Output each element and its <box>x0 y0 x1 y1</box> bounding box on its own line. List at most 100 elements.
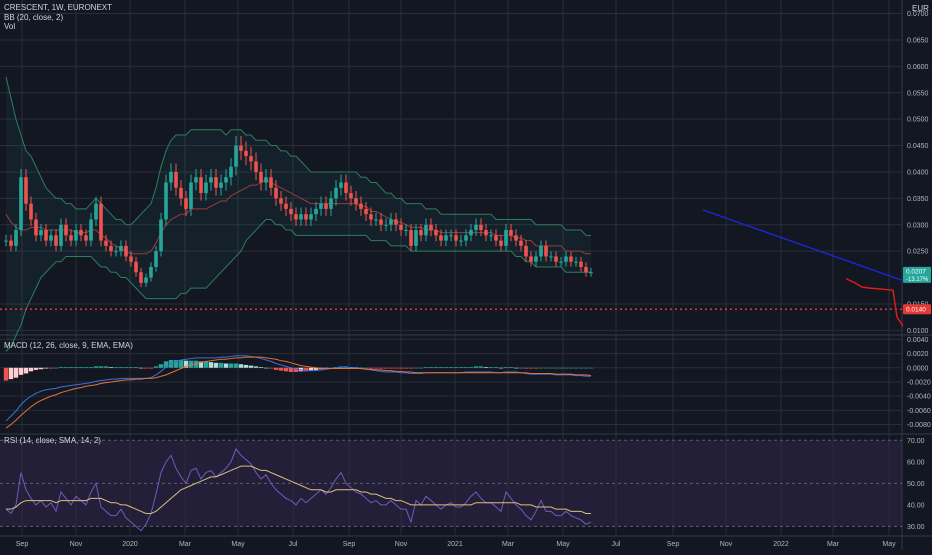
macd-hist-113 <box>568 367 574 369</box>
price-tick-11: 0.0100 <box>907 328 929 335</box>
candle-96 <box>484 230 488 236</box>
macd-hist-54 <box>273 367 279 370</box>
macd-hist-53 <box>268 367 274 369</box>
macd-hist-98 <box>493 367 499 368</box>
macd-hist-88 <box>443 367 449 368</box>
macd-hist-52 <box>263 367 269 369</box>
candle-24 <box>124 245 128 257</box>
macd-hist-94 <box>473 366 479 368</box>
candle-17 <box>89 219 93 241</box>
candle-101 <box>509 230 513 236</box>
candle-90 <box>454 235 458 241</box>
candle-37 <box>189 182 193 209</box>
candle-54 <box>274 187 278 199</box>
candle-23 <box>119 245 123 252</box>
time-tick-1: Nov <box>70 541 83 548</box>
candles <box>4 136 593 287</box>
macd-hist-73 <box>368 367 374 369</box>
rsi-pane <box>0 439 902 532</box>
candle-34 <box>174 171 178 188</box>
price-tick-2: 0.0600 <box>907 64 929 71</box>
candle-47 <box>239 145 243 151</box>
candle-72 <box>364 208 368 215</box>
macd-hist-100 <box>503 367 509 368</box>
bb-legend[interactable]: BB (20, close, 2) <box>4 13 65 22</box>
macd-hist-92 <box>463 367 469 368</box>
price-tick-5: 0.0450 <box>907 143 929 150</box>
macd-hist-85 <box>428 367 434 368</box>
macd-hist-38 <box>193 360 199 368</box>
candle-84 <box>424 224 428 236</box>
candle-45 <box>229 166 233 178</box>
macd-hist-115 <box>578 367 584 369</box>
macd-hist-11 <box>58 367 64 368</box>
candle-114 <box>574 261 578 263</box>
candle-20 <box>104 240 108 246</box>
candle-12 <box>64 224 68 236</box>
vol-legend[interactable]: Vol <box>4 22 17 31</box>
candle-67 <box>339 182 343 188</box>
candle-113 <box>569 256 573 262</box>
macd-hist-93 <box>468 367 474 368</box>
candle-13 <box>69 235 73 241</box>
macd-hist-82 <box>413 367 419 369</box>
candle-100 <box>504 230 508 246</box>
candle-110 <box>554 256 558 262</box>
time-tick-5: Jul <box>289 541 298 548</box>
macd-hist-30 <box>153 366 159 368</box>
macd-hist-76 <box>383 367 389 369</box>
macd-hist-13 <box>68 367 74 368</box>
macd-hist-27 <box>138 367 144 369</box>
support-price-tag <box>903 304 931 315</box>
macd-hist-10 <box>53 367 59 369</box>
candle-22 <box>114 251 118 253</box>
candle-28 <box>144 277 148 283</box>
symbol-title[interactable]: CRESCENT, 1W, EURONEXT <box>4 3 113 12</box>
macd-hist-20 <box>103 366 109 368</box>
candle-21 <box>109 245 113 252</box>
candle-111 <box>559 261 563 263</box>
macd-hist-90 <box>453 367 459 368</box>
candle-80 <box>404 230 408 232</box>
candle-29 <box>149 267 153 278</box>
candle-32 <box>164 182 168 220</box>
bb-label: BB (20, close, 2) <box>4 13 64 22</box>
macd-hist-48 <box>243 364 249 368</box>
time-tick-12: Sep <box>667 541 680 548</box>
macd-hist-21 <box>108 367 114 368</box>
time-tick-14: 2022 <box>773 541 789 548</box>
candle-48 <box>244 150 248 157</box>
candle-73 <box>369 214 373 220</box>
candle-107 <box>539 245 543 257</box>
macd-hist-39 <box>198 361 204 368</box>
macd-hist-42 <box>213 362 219 368</box>
macd-hist-104 <box>523 367 529 369</box>
time-tick-11: Jul <box>612 541 621 548</box>
macd-hist-35 <box>178 359 184 368</box>
time-tick-15: Mar <box>827 541 840 548</box>
last-price-text: 0.0207 <box>906 268 926 275</box>
macd-hist-6 <box>33 367 39 370</box>
candle-2 <box>14 230 18 246</box>
candle-65 <box>329 198 333 209</box>
time-tick-16: May <box>882 541 896 548</box>
candle-95 <box>479 224 483 231</box>
candle-0 <box>4 240 8 242</box>
rsi-legend[interactable]: RSI (14, close, SMA, 14, 2) <box>4 436 103 445</box>
time-tick-4: May <box>231 541 245 548</box>
candle-112 <box>564 256 568 262</box>
macd-hist-86 <box>433 367 439 368</box>
candle-41 <box>209 177 213 183</box>
candle-26 <box>134 261 138 273</box>
macd-hist-36 <box>183 360 189 368</box>
bb-fill <box>6 76 591 352</box>
candle-18 <box>94 203 98 220</box>
rsi-tick-4: 30.00 <box>907 524 925 531</box>
candle-71 <box>359 203 363 209</box>
candle-63 <box>319 203 323 209</box>
macd-hist-110 <box>553 367 559 369</box>
macd-legend[interactable]: MACD (12, 26, close, 9, EMA, EMA) <box>4 341 135 350</box>
macd-hist-24 <box>123 367 129 368</box>
candle-59 <box>299 214 303 220</box>
